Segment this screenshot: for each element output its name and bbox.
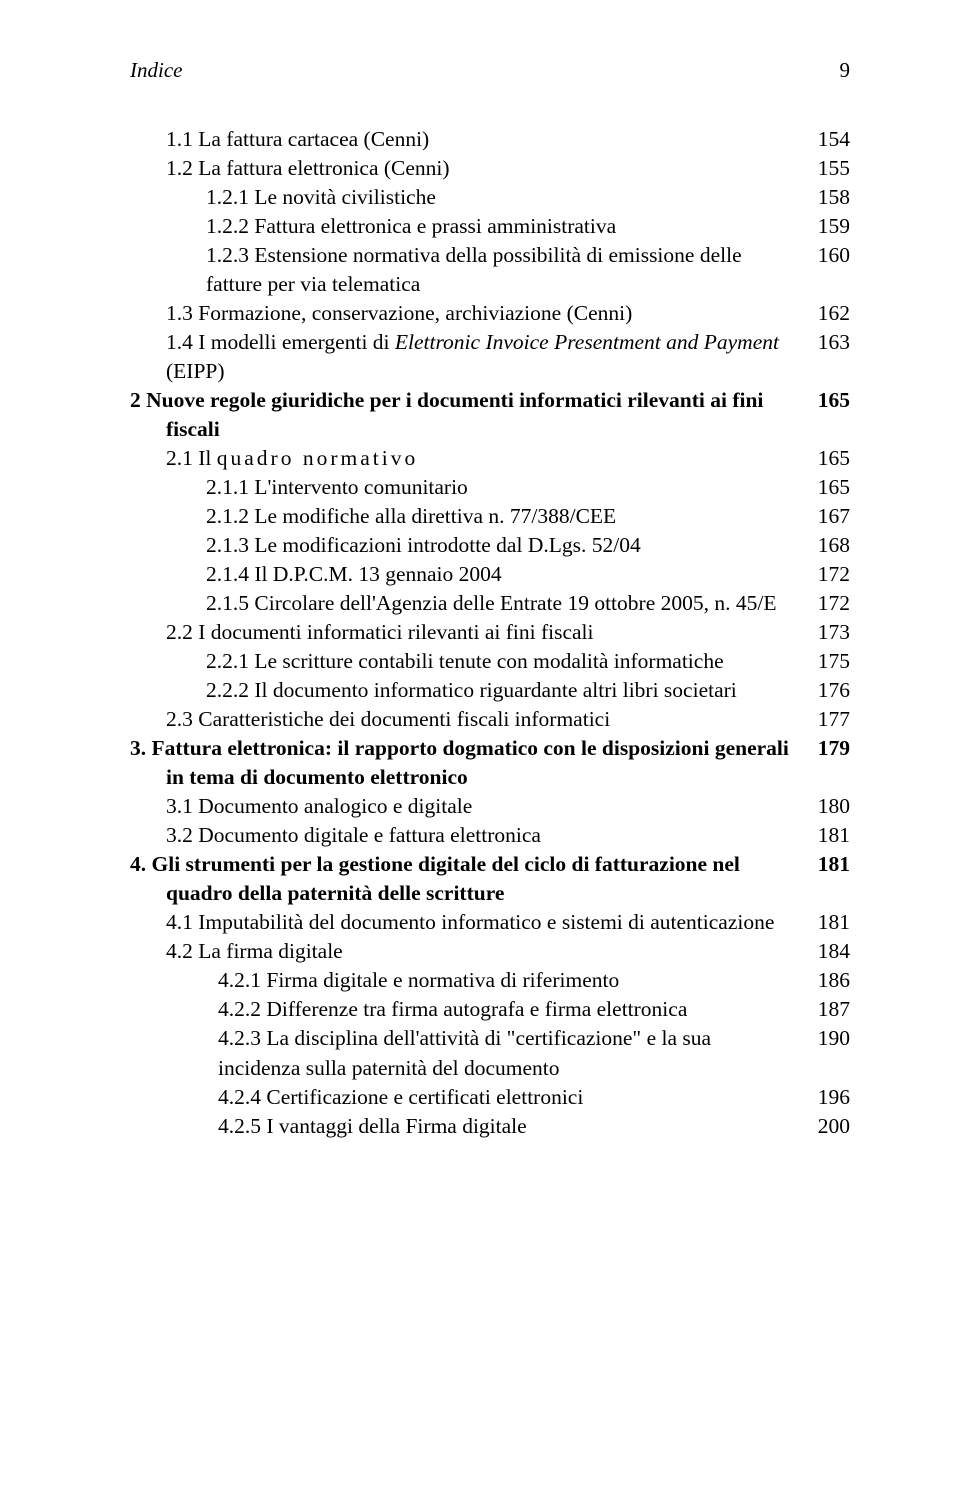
toc-entry: 2.3 Caratteristiche dei documenti fiscal…: [130, 705, 850, 734]
toc-entry: 2 Nuove regole giuridiche per i document…: [130, 386, 850, 444]
toc-entry: 2.1.5 Circolare dell'Agenzia delle Entra…: [130, 589, 850, 618]
toc-entry-page: 177: [806, 705, 850, 734]
toc-entry: 4.2.1 Firma digitale e normativa di rife…: [130, 966, 850, 995]
toc-entry-label: 4.2.2 Differenze tra firma autografa e f…: [218, 995, 806, 1024]
running-head: Indice 9: [130, 58, 850, 83]
toc-entry: 1.1 La fattura cartacea (Cenni)154: [130, 125, 850, 154]
toc-entry-page: 172: [806, 589, 850, 618]
toc-entry-label: 3. Fattura elettronica: il rapporto dogm…: [130, 734, 806, 792]
toc-entry-page: 180: [806, 792, 850, 821]
toc-entry-label: 4.2.3 La disciplina dell'attività di "ce…: [218, 1024, 806, 1082]
toc-entry: 3.1 Documento analogico e digitale180: [130, 792, 850, 821]
table-of-contents: 1.1 La fattura cartacea (Cenni)1541.2 La…: [130, 125, 850, 1141]
toc-entry-page: 154: [806, 125, 850, 154]
toc-entry-page: 179: [806, 734, 850, 763]
toc-entry: 4.1 Imputabilità del documento informati…: [130, 908, 850, 937]
toc-entry-label: 4. Gli strumenti per la gestione digital…: [130, 850, 806, 908]
toc-entry-label: 2.2.2 Il documento informatico riguardan…: [206, 676, 806, 705]
toc-entry-page: 173: [806, 618, 850, 647]
toc-entry-page: 167: [806, 502, 850, 531]
toc-entry-page: 196: [806, 1083, 850, 1112]
toc-entry-page: 181: [806, 908, 850, 937]
toc-entry: 1.2.3 Estensione normativa della possibi…: [130, 241, 850, 299]
toc-entry-label: 1.2.3 Estensione normativa della possibi…: [206, 241, 806, 299]
toc-entry-label: 2.1 Il quadro normativo: [166, 444, 806, 473]
toc-entry: 4.2.3 La disciplina dell'attività di "ce…: [130, 1024, 850, 1082]
toc-entry-label: 2.2.1 Le scritture contabili tenute con …: [206, 647, 806, 676]
toc-entry: 2.1.1 L'intervento comunitario165: [130, 473, 850, 502]
toc-entry-page: 190: [806, 1024, 850, 1053]
toc-entry-page: 168: [806, 531, 850, 560]
toc-entry: 4.2.4 Certificazione e certificati elett…: [130, 1083, 850, 1112]
toc-entry: 1.2.1 Le novità civilistiche158: [130, 183, 850, 212]
toc-entry-label: 3.1 Documento analogico e digitale: [166, 792, 806, 821]
toc-entry-page: 165: [806, 444, 850, 473]
toc-entry-label: 1.2.1 Le novità civilistiche: [206, 183, 806, 212]
toc-entry-page: 155: [806, 154, 850, 183]
toc-entry: 2.1 Il quadro normativo165: [130, 444, 850, 473]
toc-entry-page: 158: [806, 183, 850, 212]
toc-entry: 4.2 La firma digitale184: [130, 937, 850, 966]
toc-entry: 1.2 La fattura elettronica (Cenni)155: [130, 154, 850, 183]
toc-entry-page: 165: [806, 473, 850, 502]
toc-entry-page: 184: [806, 937, 850, 966]
toc-entry-page: 162: [806, 299, 850, 328]
toc-entry-page: 160: [806, 241, 850, 270]
toc-entry-page: 163: [806, 328, 850, 357]
toc-entry-page: 187: [806, 995, 850, 1024]
toc-entry-label: 1.1 La fattura cartacea (Cenni): [166, 125, 806, 154]
toc-entry-label: 2 Nuove regole giuridiche per i document…: [130, 386, 806, 444]
toc-entry: 4. Gli strumenti per la gestione digital…: [130, 850, 850, 908]
toc-entry: 2.1.4 Il D.P.C.M. 13 gennaio 2004172: [130, 560, 850, 589]
toc-entry-label: 2.1.2 Le modifiche alla direttiva n. 77/…: [206, 502, 806, 531]
toc-entry-label: 2.1.5 Circolare dell'Agenzia delle Entra…: [206, 589, 806, 618]
toc-entry: 3. Fattura elettronica: il rapporto dogm…: [130, 734, 850, 792]
toc-entry-label: 4.2.4 Certificazione e certificati elett…: [218, 1083, 806, 1112]
toc-entry-label: 4.2 La firma digitale: [166, 937, 806, 966]
toc-entry-label: 4.2.1 Firma digitale e normativa di rife…: [218, 966, 806, 995]
toc-entry-page: 181: [806, 850, 850, 879]
toc-entry-label: 1.3 Formazione, conservazione, archiviaz…: [166, 299, 806, 328]
toc-entry: 2.2.1 Le scritture contabili tenute con …: [130, 647, 850, 676]
toc-entry-label: 4.1 Imputabilità del documento informati…: [166, 908, 806, 937]
running-head-title: Indice: [130, 58, 182, 83]
toc-entry: 2.1.3 Le modificazioni introdotte dal D.…: [130, 531, 850, 560]
toc-entry: 1.3 Formazione, conservazione, archiviaz…: [130, 299, 850, 328]
toc-entry-label: 1.2 La fattura elettronica (Cenni): [166, 154, 806, 183]
toc-entry: 2.2 I documenti informatici rilevanti ai…: [130, 618, 850, 647]
toc-entry-label: 1.2.2 Fattura elettronica e prassi ammin…: [206, 212, 806, 241]
toc-entry-page: 175: [806, 647, 850, 676]
toc-entry-page: 165: [806, 386, 850, 415]
toc-entry: 3.2 Documento digitale e fattura elettro…: [130, 821, 850, 850]
toc-entry-label: 2.3 Caratteristiche dei documenti fiscal…: [166, 705, 806, 734]
toc-entry-label: 2.2 I documenti informatici rilevanti ai…: [166, 618, 806, 647]
toc-entry-label: 2.1.4 Il D.P.C.M. 13 gennaio 2004: [206, 560, 806, 589]
toc-entry-label: 4.2.5 I vantaggi della Firma digitale: [218, 1112, 806, 1141]
toc-entry: 4.2.2 Differenze tra firma autografa e f…: [130, 995, 850, 1024]
toc-entry: 2.2.2 Il documento informatico riguardan…: [130, 676, 850, 705]
toc-entry: 1.2.2 Fattura elettronica e prassi ammin…: [130, 212, 850, 241]
toc-entry-page: 181: [806, 821, 850, 850]
toc-entry-page: 200: [806, 1112, 850, 1141]
toc-entry-page: 172: [806, 560, 850, 589]
toc-entry-label: 3.2 Documento digitale e fattura elettro…: [166, 821, 806, 850]
document-page: Indice 9 1.1 La fattura cartacea (Cenni)…: [0, 0, 960, 1488]
toc-entry-label: 2.1.3 Le modificazioni introdotte dal D.…: [206, 531, 806, 560]
toc-entry: 2.1.2 Le modifiche alla direttiva n. 77/…: [130, 502, 850, 531]
toc-entry-page: 186: [806, 966, 850, 995]
toc-entry-page: 176: [806, 676, 850, 705]
toc-entry-page: 159: [806, 212, 850, 241]
toc-entry-label: 1.4 I modelli emergenti di Elettronic In…: [166, 328, 806, 386]
toc-entry-label: 2.1.1 L'intervento comunitario: [206, 473, 806, 502]
toc-entry: 4.2.5 I vantaggi della Firma digitale200: [130, 1112, 850, 1141]
toc-entry: 1.4 I modelli emergenti di Elettronic In…: [130, 328, 850, 386]
page-number: 9: [840, 58, 851, 83]
